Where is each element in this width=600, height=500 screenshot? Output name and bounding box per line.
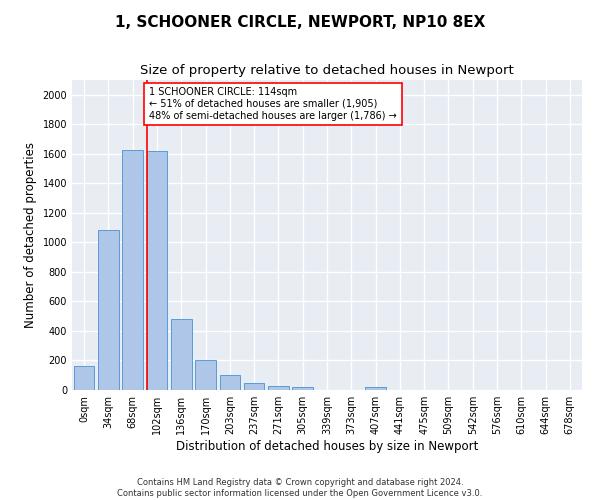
Bar — [195, 360, 216, 390]
Bar — [244, 384, 265, 390]
Bar — [98, 230, 119, 390]
Bar — [292, 387, 313, 390]
Y-axis label: Number of detached properties: Number of detached properties — [24, 142, 37, 328]
Text: 1 SCHOONER CIRCLE: 114sqm
← 51% of detached houses are smaller (1,905)
48% of se: 1 SCHOONER CIRCLE: 114sqm ← 51% of detac… — [149, 88, 397, 120]
Text: Contains HM Land Registry data © Crown copyright and database right 2024.
Contai: Contains HM Land Registry data © Crown c… — [118, 478, 482, 498]
Title: Size of property relative to detached houses in Newport: Size of property relative to detached ho… — [140, 64, 514, 78]
Bar — [268, 386, 289, 390]
Bar — [220, 375, 240, 390]
Bar — [122, 150, 143, 390]
Bar — [365, 387, 386, 390]
Text: 1, SCHOONER CIRCLE, NEWPORT, NP10 8EX: 1, SCHOONER CIRCLE, NEWPORT, NP10 8EX — [115, 15, 485, 30]
X-axis label: Distribution of detached houses by size in Newport: Distribution of detached houses by size … — [176, 440, 478, 453]
Bar — [171, 319, 191, 390]
Bar — [146, 151, 167, 390]
Bar — [74, 366, 94, 390]
